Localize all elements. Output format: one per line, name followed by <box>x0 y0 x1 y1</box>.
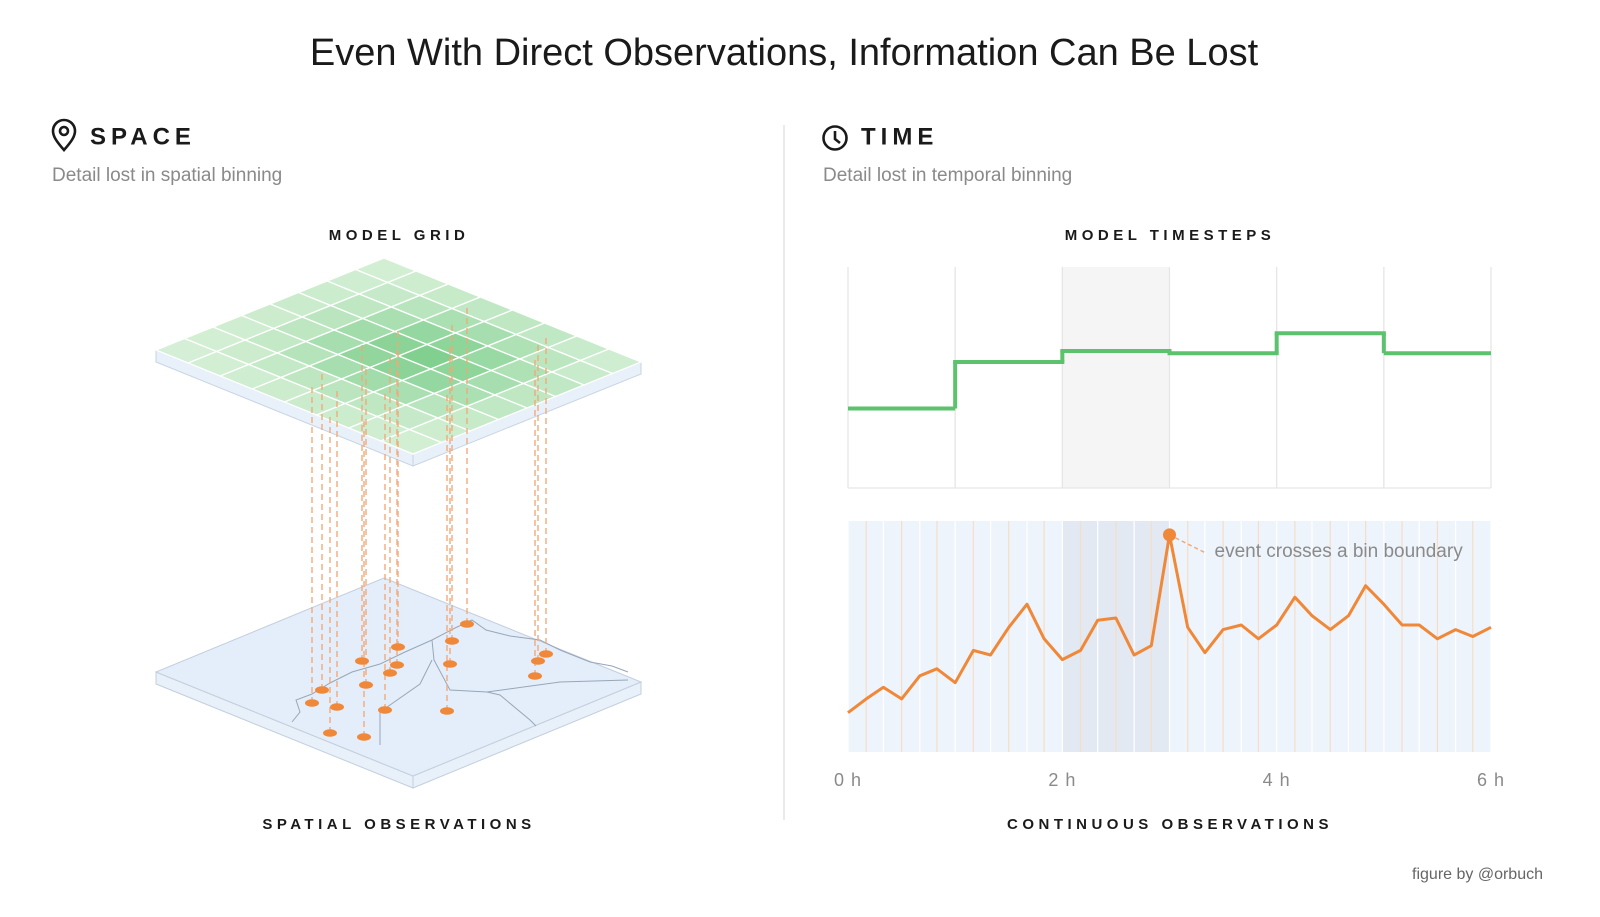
observation-dot <box>391 643 405 651</box>
obs-label: SPATIAL OBSERVATIONS <box>262 816 535 833</box>
credit: figure by @orbuch <box>1412 866 1543 883</box>
observation-dot <box>390 661 404 669</box>
title: Even With Direct Observations, Informati… <box>310 32 1259 74</box>
observation-dot <box>378 706 392 714</box>
observation-dot <box>445 637 459 645</box>
event-marker <box>1163 528 1176 542</box>
annotation-leader <box>1175 537 1206 554</box>
observation-dot <box>357 733 371 741</box>
observation-dot <box>440 707 454 715</box>
continuous-label: CONTINUOUS OBSERVATIONS <box>1007 816 1333 833</box>
map-boundary <box>291 619 629 723</box>
observation-dot <box>305 699 319 707</box>
observation-dot <box>539 650 553 658</box>
x-tick-label: 2 h <box>1048 770 1076 790</box>
observation-dot <box>460 620 474 628</box>
clock-icon <box>822 125 848 151</box>
highlight-bin <box>1062 267 1170 488</box>
annotation: event crosses a bin boundary <box>1215 541 1464 562</box>
observation-dot <box>359 681 373 689</box>
timesteps-label: MODEL TIMESTEPS <box>1065 227 1276 244</box>
observation-dot <box>315 686 329 694</box>
observation-dot <box>323 729 337 737</box>
space-heading: SPACE <box>90 123 196 150</box>
observation-dot <box>528 672 542 680</box>
x-tick-label: 0 h <box>834 770 862 790</box>
observation-dot <box>330 703 344 711</box>
map-boundary <box>379 659 433 745</box>
time-heading: TIME <box>861 123 938 150</box>
pin-icon <box>51 118 77 152</box>
map-boundary <box>486 679 629 693</box>
observation-dot <box>443 660 457 668</box>
x-tick-label: 6 h <box>1477 770 1505 790</box>
space-subtitle: Detail lost in spatial binning <box>52 165 282 186</box>
map-plate <box>154 577 643 777</box>
x-tick-label: 4 h <box>1263 770 1291 790</box>
observation-dot <box>531 657 545 665</box>
time-subtitle: Detail lost in temporal binning <box>823 165 1072 186</box>
grid-label: MODEL GRID <box>329 227 470 244</box>
observation-dot <box>383 669 397 677</box>
observation-dot <box>355 657 369 665</box>
